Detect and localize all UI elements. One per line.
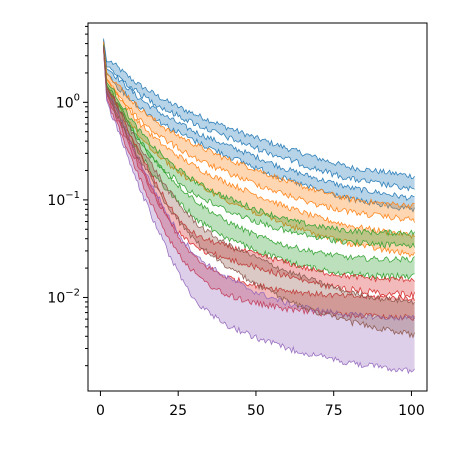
series-0	[103, 38, 415, 213]
series-2-band-1-lower-line	[103, 48, 415, 281]
series-0-band-1-upper-line	[103, 40, 415, 202]
x-tick-label-4: 100	[398, 403, 425, 419]
y-tick-label-2: 10−2	[47, 287, 80, 306]
series-0-band-0-lower-line	[103, 40, 415, 192]
series-1-band-0-upper-line	[103, 41, 415, 210]
series-3-band-0-lower-line	[103, 49, 415, 299]
series-2-band-1-upper-line	[103, 45, 415, 263]
series-0-band-0	[103, 38, 415, 191]
series-1-band-1	[103, 43, 415, 257]
series-1-band-0	[103, 41, 415, 223]
series-3-band-0-upper-line	[103, 46, 415, 283]
series-3-band-1	[103, 48, 415, 321]
series-0-band-0-upper-line	[103, 38, 415, 180]
series-4	[103, 46, 415, 375]
series-5	[103, 45, 415, 339]
x-axis: 0 25 50 75 100	[96, 391, 425, 419]
series-5-band-0	[103, 45, 415, 338]
series-1	[103, 41, 415, 258]
series-4-band-0	[103, 46, 415, 374]
series-5-band-0-lower-line	[103, 48, 415, 339]
y-tick-label-1: 10−1	[47, 190, 80, 209]
series-1-band-1-lower-line	[103, 45, 415, 258]
series-3-band-1-lower-line	[103, 50, 415, 322]
y-axis: 100 10−1 10−2	[47, 25, 88, 367]
series-3	[103, 46, 415, 322]
series-0-band-1	[103, 40, 415, 212]
series-4-band-0-upper-line	[103, 46, 415, 321]
x-tick-label-1: 25	[169, 403, 187, 419]
x-tick-label-2: 50	[247, 403, 265, 419]
series-1-band-1-upper-line	[103, 43, 415, 240]
series-4-band-0-lower-line	[103, 49, 415, 375]
series-layer	[103, 38, 415, 375]
x-tick-label-0: 0	[96, 403, 105, 419]
series-2-band-0-upper-line	[103, 44, 415, 237]
series-2	[103, 44, 415, 281]
x-tick-label-3: 75	[325, 403, 343, 419]
series-2-band-0-lower-line	[103, 46, 415, 249]
series-5-band-0-upper-line	[103, 45, 415, 306]
plot-frame	[87, 22, 428, 392]
series-1-band-0-lower-line	[103, 43, 415, 223]
y-tick-label-0: 100	[56, 92, 80, 111]
